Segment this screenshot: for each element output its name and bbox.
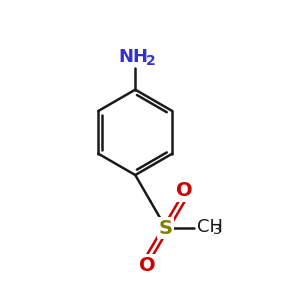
- Text: O: O: [139, 256, 156, 275]
- Text: O: O: [176, 181, 193, 200]
- Text: S: S: [159, 218, 173, 238]
- Text: NH: NH: [119, 48, 149, 66]
- Text: 3: 3: [213, 223, 222, 237]
- Text: CH: CH: [197, 218, 223, 236]
- Text: 2: 2: [146, 54, 156, 68]
